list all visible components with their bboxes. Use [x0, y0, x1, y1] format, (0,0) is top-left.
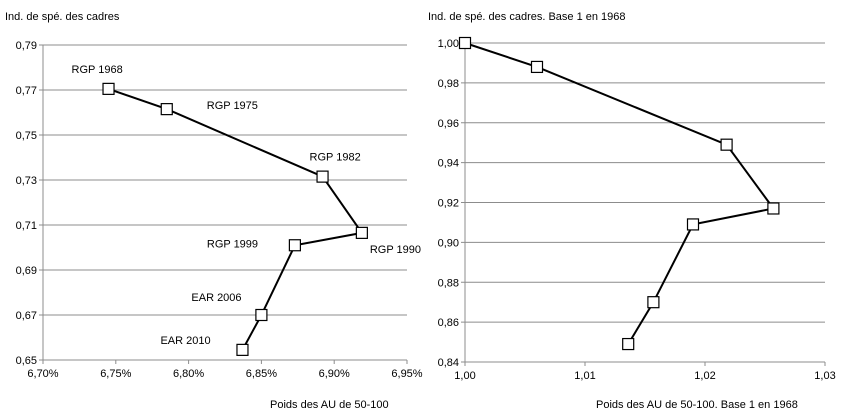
left-x-tick-label: 6,80%	[173, 368, 204, 380]
left-series-line	[108, 87, 364, 351]
left-x-tick-label: 6,90%	[319, 368, 350, 380]
left-y-tick-label: 0,79	[16, 40, 37, 52]
right-data-point	[530, 60, 544, 74]
left-point-label: EAR 2010	[160, 335, 210, 347]
left-data-point	[255, 308, 268, 322]
right-x-axis-title: Poids des AU de 50-100. Base 1 en 1968	[596, 399, 798, 411]
right-y-tick-label: 0,92	[438, 198, 459, 210]
left-data-point	[160, 103, 173, 116]
right-y-tick-label: 1,00	[438, 38, 459, 50]
left-y-tick-label: 0,65	[16, 355, 37, 367]
left-data-point	[355, 226, 368, 239]
right-y-tick-label: 0,96	[438, 118, 459, 130]
right-data-point	[458, 36, 472, 50]
left-point-label: RGP 1982	[310, 152, 361, 164]
right-data-point	[767, 202, 780, 215]
right-series-line	[464, 42, 776, 345]
right-y-tick-label: 0,90	[438, 237, 459, 249]
left-x-tick-label: 6,85%	[246, 368, 277, 380]
right-y-tick-label: 0,94	[438, 158, 459, 170]
right-data-point	[686, 218, 700, 231]
right-y-tick-label: 0,86	[438, 317, 459, 329]
right-data-point	[622, 337, 635, 351]
chart-right: Ind. de spé. des cadres. Base 1 en 1968 …	[428, 11, 836, 411]
right-y-tick-label: 0,98	[438, 78, 459, 90]
left-x-tick-label: 6,95%	[391, 368, 422, 380]
left-point-label: RGP 1968	[72, 64, 123, 76]
left-y-tick-label: 0,71	[16, 220, 37, 232]
right-y-axis-title: Ind. de spé. des cadres. Base 1 en 1968	[428, 11, 626, 23]
right-data-point	[647, 296, 660, 309]
left-data-point	[236, 343, 249, 356]
left-data-point	[288, 239, 301, 252]
right-y-tick-label: 0,88	[438, 277, 459, 289]
left-point-label: RGP 1990	[370, 244, 421, 256]
left-y-axis-title: Ind. de spé. des cadres	[5, 11, 120, 23]
left-y-tick-label: 0,69	[16, 265, 37, 277]
left-point-label: EAR 2006	[191, 292, 241, 304]
left-x-tick-label: 6,70%	[27, 368, 58, 380]
right-data-point	[720, 138, 733, 151]
left-point-label: RGP 1975	[207, 100, 258, 112]
left-data-point	[316, 170, 329, 183]
left-x-tick-label: 6,75%	[100, 368, 131, 380]
right-x-tick-label: 1,00	[454, 370, 475, 382]
left-y-tick-label: 0,75	[16, 130, 37, 142]
left-y-tick-label: 0,73	[16, 175, 37, 187]
left-data-point	[102, 82, 115, 95]
right-x-tick-label: 1,03	[814, 370, 835, 382]
left-y-tick-label: 0,67	[16, 310, 37, 322]
left-point-label: RGP 1999	[207, 238, 258, 250]
right-x-tick-label: 1,01	[574, 370, 595, 382]
left-x-axis-title: Poids des AU de 50-100	[270, 399, 389, 411]
right-y-tick-label: 0,84	[438, 357, 459, 369]
right-x-tick-label: 1,02	[694, 370, 715, 382]
left-y-tick-label: 0,77	[16, 85, 37, 97]
chart-left: Ind. de spé. des cadres Poids des AU de …	[5, 11, 423, 411]
